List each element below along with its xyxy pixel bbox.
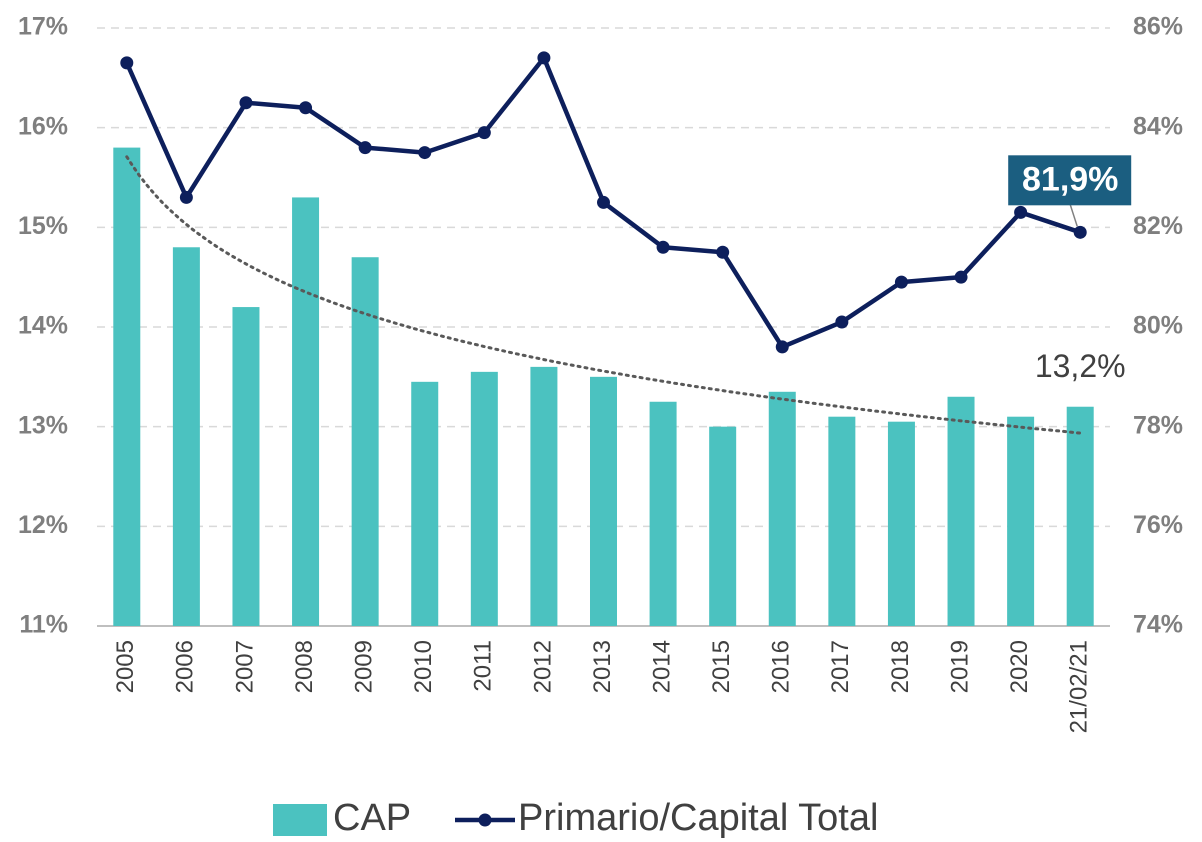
x-tick-label: 2006 xyxy=(172,640,199,693)
x-tick-label: 2011 xyxy=(470,640,497,692)
bar xyxy=(768,391,796,626)
x-tick-label: 21/02/21 xyxy=(1066,640,1093,733)
x-tick-label: 2008 xyxy=(291,640,318,693)
legend-label: Primario/Capital Total xyxy=(518,797,878,839)
bar xyxy=(1007,416,1035,626)
legend-label: CAP xyxy=(333,797,411,839)
y-tick-label: 15% xyxy=(18,212,68,240)
y-tick-label: 17% xyxy=(18,13,68,41)
x-tick-label: 2014 xyxy=(648,640,675,693)
y-tick-label: 11% xyxy=(19,611,68,639)
x-tick-label: 2010 xyxy=(410,640,437,693)
trendline xyxy=(125,155,1082,435)
line-marker xyxy=(299,101,313,115)
bar xyxy=(470,371,498,626)
line-marker xyxy=(835,315,849,329)
x-tick-label: 2007 xyxy=(231,640,258,693)
y-tick-label: 14% xyxy=(18,312,68,340)
y-tick-label: 12% xyxy=(18,511,68,539)
line-marker xyxy=(358,141,372,155)
line-marker xyxy=(1014,205,1028,219)
bar xyxy=(887,421,915,626)
bar xyxy=(590,376,617,626)
line-marker xyxy=(656,240,670,254)
line-marker xyxy=(120,56,134,70)
bar xyxy=(947,396,975,626)
y2-tick-label: 86% xyxy=(1133,13,1183,41)
label-box xyxy=(1008,155,1132,206)
x-tick-label: 2013 xyxy=(589,640,616,693)
x-tick-label: 2016 xyxy=(768,640,795,693)
line-marker xyxy=(418,146,432,160)
line-marker xyxy=(239,96,253,110)
line-marker xyxy=(477,126,491,140)
line-marker xyxy=(954,270,968,284)
x-tick-label: 2015 xyxy=(708,640,735,693)
bar xyxy=(172,247,200,626)
line-marker xyxy=(597,195,610,209)
legend-swatch xyxy=(273,804,327,836)
line-marker xyxy=(537,51,551,65)
x-tick-label: 2018 xyxy=(887,640,914,693)
bar xyxy=(292,197,320,626)
line-marker xyxy=(716,245,730,259)
x-tick-label: 2019 xyxy=(946,640,973,693)
y2-tick-label: 80% xyxy=(1133,312,1183,340)
y-tick-label: 16% xyxy=(18,112,68,140)
y-tick-label: 13% xyxy=(18,411,68,439)
bar xyxy=(530,366,558,626)
line-marker xyxy=(179,190,193,204)
bar xyxy=(232,307,260,626)
line-value-label: 81,9% xyxy=(1022,160,1118,198)
legend-marker xyxy=(478,813,492,827)
line-marker xyxy=(894,275,908,289)
bar xyxy=(113,147,141,626)
x-tick-label: 2017 xyxy=(827,640,854,693)
x-tick-label: 2020 xyxy=(1006,640,1033,693)
bar-value-label: 13,2% xyxy=(1035,348,1126,384)
bar xyxy=(649,401,677,626)
x-tick-label: 2009 xyxy=(350,640,377,693)
bar xyxy=(1066,406,1094,626)
line-marker xyxy=(775,340,789,354)
bar xyxy=(411,381,439,626)
x-tick-label: 2012 xyxy=(529,640,556,693)
line-marker xyxy=(1073,225,1087,239)
bar xyxy=(828,416,856,626)
y2-tick-label: 76% xyxy=(1133,511,1183,539)
y2-tick-label: 84% xyxy=(1133,112,1183,140)
bar xyxy=(709,426,737,626)
bar xyxy=(351,257,379,626)
x-tick-label: 2005 xyxy=(112,640,139,693)
y2-tick-label: 78% xyxy=(1133,411,1183,439)
y2-tick-label: 82% xyxy=(1133,212,1183,240)
y2-tick-label: 74% xyxy=(1133,611,1183,639)
